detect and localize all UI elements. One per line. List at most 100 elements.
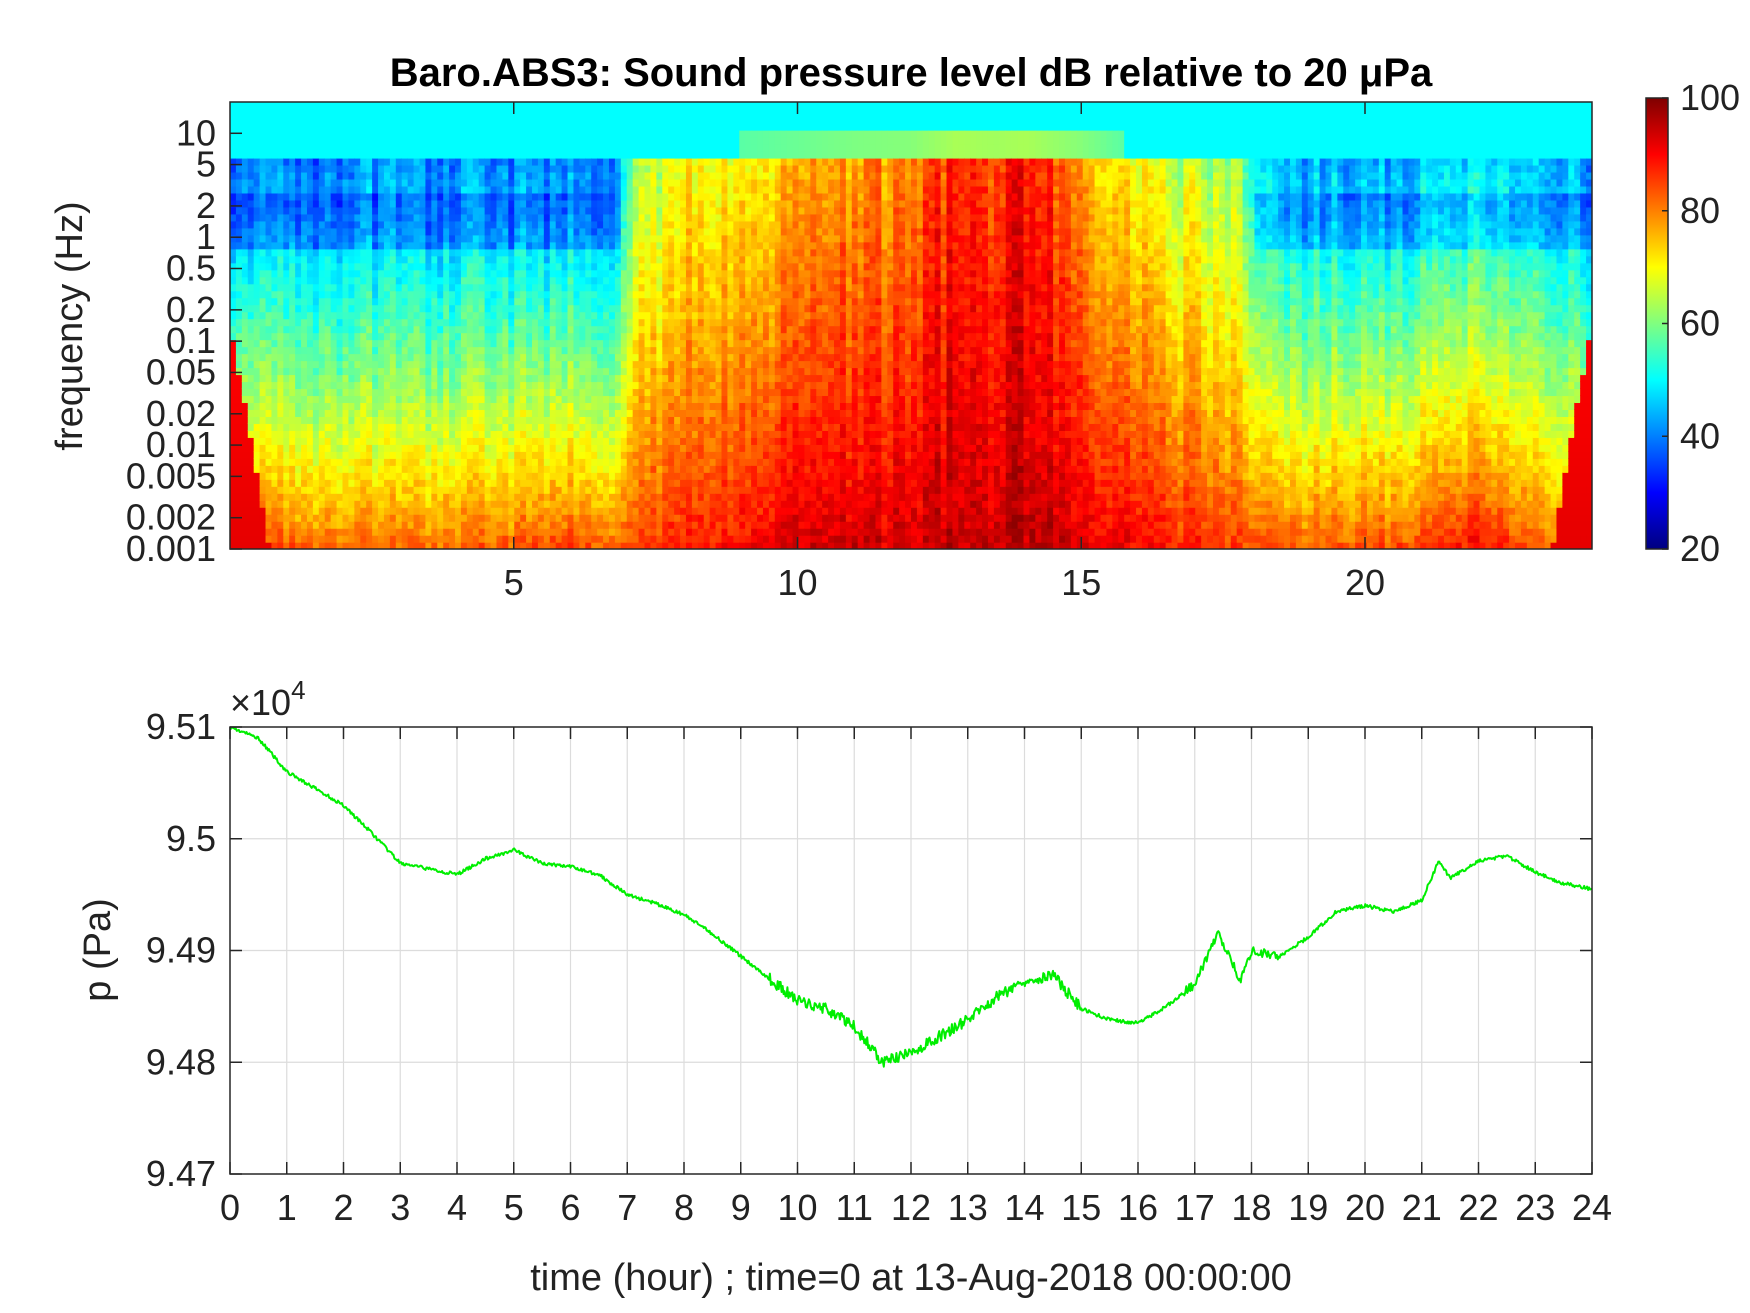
heatmap-cell: [337, 465, 344, 473]
heatmap-cell: [686, 165, 693, 173]
heatmap-cell: [230, 535, 237, 543]
heatmap-cell: [242, 430, 249, 438]
heatmap-cell: [585, 256, 592, 264]
heatmap-cell: [556, 109, 563, 117]
heatmap-cell: [526, 514, 533, 522]
heatmap-cell: [538, 284, 545, 292]
heatmap-cell: [378, 263, 385, 271]
heatmap-cell: [562, 493, 569, 501]
heatmap-cell: [437, 339, 444, 347]
heatmap-cell: [686, 465, 693, 473]
heatmap-cell: [319, 479, 326, 487]
heatmap-cell: [461, 444, 468, 452]
heatmap-cell: [573, 465, 580, 473]
heatmap-cell: [325, 374, 332, 382]
heatmap-cell: [390, 207, 397, 215]
heatmap-cell: [343, 339, 350, 347]
heatmap-cell: [307, 102, 314, 110]
heatmap-cell: [437, 332, 444, 340]
heatmap-cell: [343, 367, 350, 375]
heatmap-cell: [348, 332, 355, 340]
heatmap-cell: [485, 381, 492, 389]
heatmap-cell: [633, 507, 640, 515]
heatmap-cell: [650, 409, 657, 417]
heatmap-cell: [443, 277, 450, 285]
heatmap-cell: [414, 500, 421, 508]
heatmap-cell: [526, 437, 533, 445]
heatmap-cell: [289, 360, 296, 368]
heatmap-cell: [668, 437, 675, 445]
heatmap-cell: [277, 284, 284, 292]
heatmap-cell: [633, 381, 640, 389]
heatmap-cell: [313, 256, 320, 264]
heatmap-cell: [544, 353, 551, 361]
heatmap-cell: [526, 339, 533, 347]
heatmap-cell: [437, 346, 444, 354]
heatmap-cell: [325, 472, 332, 480]
heatmap-cell: [526, 235, 533, 243]
heatmap-cell: [597, 207, 604, 215]
heatmap-cell: [396, 367, 403, 375]
heatmap-cell: [378, 277, 385, 285]
heatmap-cell: [550, 319, 557, 327]
heatmap-cell: [425, 423, 432, 431]
heatmap-cell: [343, 291, 350, 299]
heatmap-cell: [384, 200, 391, 208]
heatmap-cell: [461, 326, 468, 334]
heatmap-cell: [550, 277, 557, 285]
heatmap-cell: [437, 123, 444, 131]
heatmap-cell: [579, 123, 586, 131]
heatmap-cell: [662, 521, 669, 529]
heatmap-cell: [378, 312, 385, 320]
heatmap-cell: [621, 437, 628, 445]
heatmap-cell: [491, 284, 498, 292]
heatmap-cell: [236, 535, 243, 543]
heatmap-cell: [674, 214, 681, 222]
heatmap-cell: [337, 200, 344, 208]
heatmap-cell: [390, 235, 397, 243]
heatmap-cell: [467, 458, 474, 466]
heatmap-cell: [384, 214, 391, 222]
heatmap-cell: [556, 332, 563, 340]
heatmap-cell: [236, 165, 243, 173]
heatmap-cell: [277, 165, 284, 173]
heatmap-cell: [343, 381, 350, 389]
heatmap-cell: [384, 319, 391, 327]
heatmap-cell: [271, 277, 278, 285]
heatmap-cell: [420, 298, 427, 306]
heatmap-cell: [573, 319, 580, 327]
heatmap-cell: [508, 200, 515, 208]
heatmap-cell: [425, 291, 432, 299]
heatmap-cell: [236, 319, 243, 327]
heatmap-cell: [532, 158, 539, 166]
heatmap-cell: [396, 291, 403, 299]
heatmap-cell: [502, 500, 509, 508]
heatmap-cell: [461, 284, 468, 292]
heatmap-cell: [236, 298, 243, 306]
heatmap-cell: [248, 221, 255, 229]
heatmap-cell: [550, 451, 557, 459]
heatmap-cell: [485, 291, 492, 299]
heatmap-cell: [680, 109, 687, 117]
heatmap-cell: [260, 507, 267, 515]
heatmap-cell: [467, 165, 474, 173]
heatmap-cell: [254, 270, 261, 278]
heatmap-cell: [420, 535, 427, 543]
heatmap-cell: [538, 179, 545, 187]
heatmap-cell: [573, 514, 580, 522]
heatmap-cell: [609, 535, 616, 543]
heatmap-cell: [325, 500, 332, 508]
heatmap-cell: [680, 353, 687, 361]
heatmap-cell: [615, 270, 622, 278]
heatmap-cell: [485, 486, 492, 494]
heatmap-cell: [248, 305, 255, 313]
heatmap-cell: [674, 179, 681, 187]
heatmap-cell: [396, 444, 403, 452]
heatmap-cell: [443, 102, 450, 110]
heatmap-cell: [260, 465, 267, 473]
heatmap-cell: [425, 430, 432, 438]
heatmap-cell: [319, 437, 326, 445]
heatmap-cell: [443, 172, 450, 180]
heatmap-cell: [325, 332, 332, 340]
heatmap-cell: [573, 402, 580, 410]
